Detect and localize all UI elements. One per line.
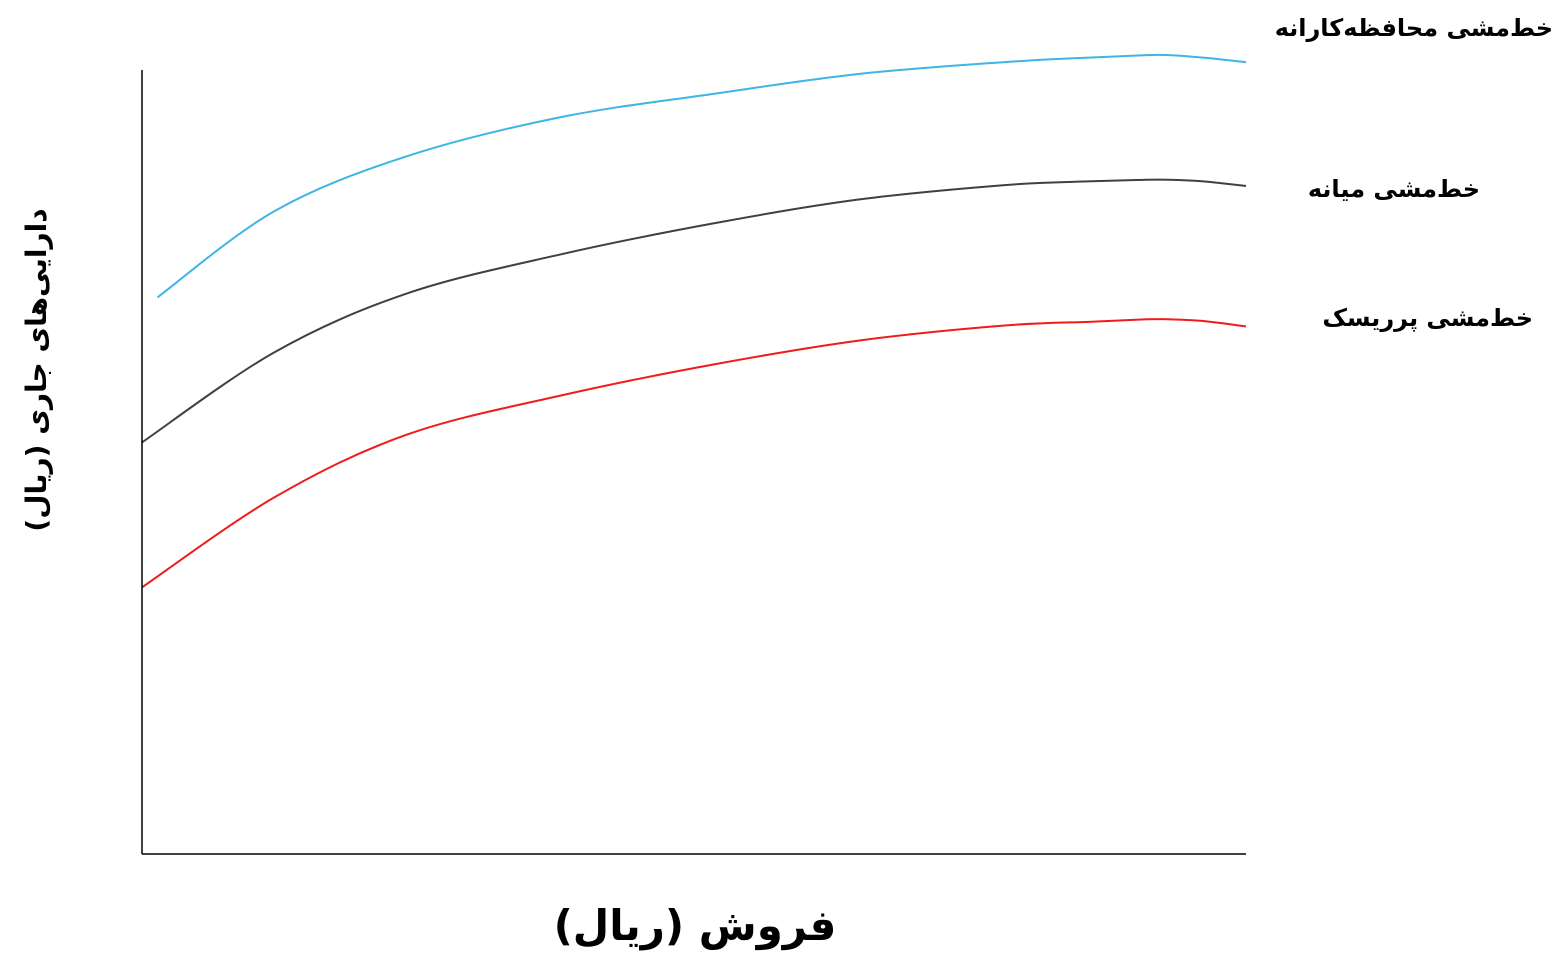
series-label-moderate: خط‌مشی میانه: [1308, 175, 1480, 203]
series-line-conservative: [158, 55, 1247, 298]
series-layer: [142, 55, 1246, 588]
series-label-conservative: خط‌مشی محافظه‌کارانه: [1275, 14, 1553, 42]
x-axis-title: فروش (ریال): [554, 901, 837, 951]
series-line-aggressive: [142, 319, 1246, 587]
y-axis-title: دارایی‌های جاری (ریال): [20, 208, 53, 531]
series-label-aggressive: خط‌مشی پرریسک: [1322, 304, 1533, 332]
series-line-moderate: [142, 180, 1246, 443]
series-label-layer: خط‌مشی محافظه‌کارانه خط‌مشی میانه خط‌مشی پ…: [1275, 14, 1553, 332]
